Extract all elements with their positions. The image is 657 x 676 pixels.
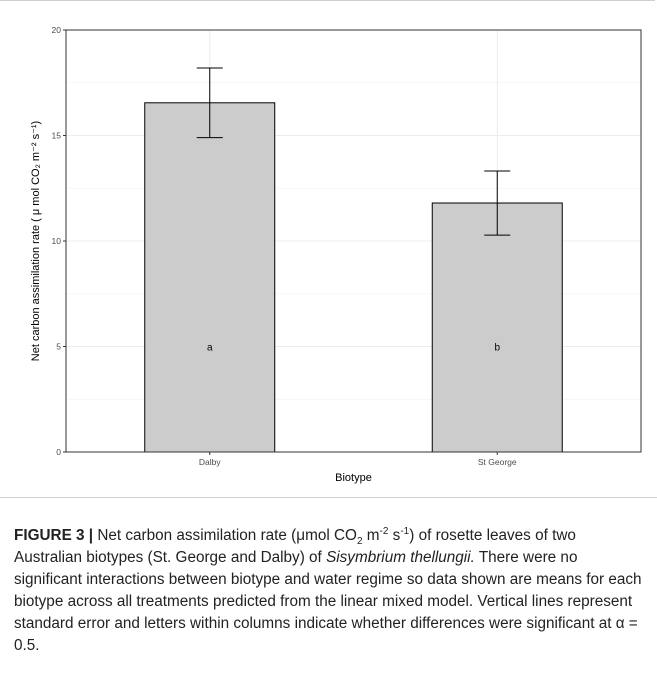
caption-s-superscript: -1	[400, 525, 410, 537]
y-tick-label: 10	[52, 236, 62, 246]
caption-text-3: m	[362, 527, 380, 544]
bar-chart: a b 0 5 10 15 20 Dalby St George Biotype Net carbo…	[30, 25, 642, 484]
caption-text-2: mol CO	[305, 527, 357, 544]
caption-label: FIGURE 3 |	[14, 527, 94, 544]
caption-species: Sisymbrium thellungii.	[326, 549, 475, 566]
y-tick-label: 20	[52, 25, 62, 35]
figure-caption: FIGURE 3 | Net carbon assimilation rate …	[14, 525, 644, 657]
y-tick-label: 15	[52, 131, 62, 141]
y-tick-label: 5	[56, 342, 61, 352]
figure-top-border	[0, 0, 655, 1]
caption-text-4: s	[388, 527, 401, 544]
y-axis-title: Net carbon assimilation rate ( μ mol CO₂…	[30, 121, 42, 361]
x-tick-label: St George	[478, 457, 517, 467]
bar-st-george	[431, 202, 563, 453]
caption-text-1: Net carbon assimilation rate (	[93, 527, 297, 544]
y-tick-label: 0	[56, 447, 61, 457]
bar-dalby	[144, 102, 276, 453]
x-axis-title: Biotype	[335, 472, 372, 484]
caption-m-superscript: -2	[379, 525, 389, 537]
significance-letter: a	[207, 343, 213, 354]
significance-letter: b	[494, 343, 500, 354]
caption-text-5: ) of rosette leaves of two Australian bi…	[14, 527, 576, 566]
caption-co2-subscript: 2	[356, 536, 363, 548]
figure-caption-separator	[0, 497, 657, 498]
x-tick-label: Dalby	[199, 457, 221, 467]
caption-text-6: There were no significant interactions b…	[14, 549, 642, 654]
caption-mu: μ	[296, 527, 306, 544]
